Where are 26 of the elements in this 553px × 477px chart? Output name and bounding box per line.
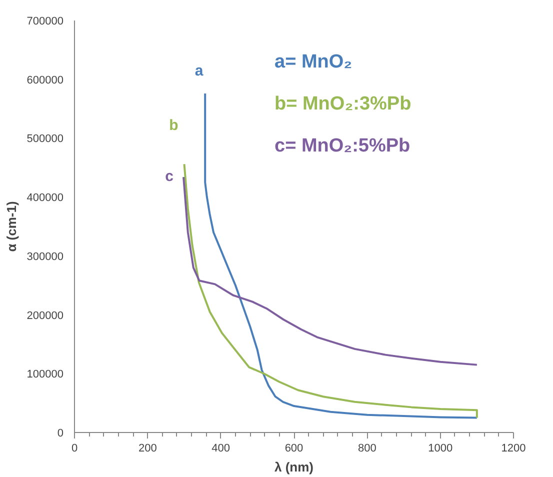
y-tick-label: 300000	[26, 250, 64, 263]
text: b	[169, 117, 178, 134]
x-tick-label: 0	[71, 442, 78, 454]
x-tick-label: 600	[284, 442, 304, 454]
annotation: a= MnO₂	[274, 52, 352, 72]
series-label: a	[194, 62, 204, 80]
y-tick-label: 500000	[26, 133, 64, 146]
x-tick-label: 200	[138, 442, 157, 454]
annotation: c= MnO₂:5%Pb	[274, 136, 410, 156]
x-tick-label: 1000	[428, 442, 453, 454]
x-tick-label: 800	[358, 442, 376, 454]
line-series	[182, 176, 478, 366]
series-label: c	[165, 168, 174, 186]
x-tick-label: 400	[212, 442, 230, 454]
y-tick-label: 600000	[26, 74, 64, 86]
y-tick-label: 200000	[26, 310, 64, 322]
y-tick-label: 100000	[26, 368, 64, 381]
y-axis-title: α (cm-1)	[4, 201, 19, 252]
y-tick-label: 0	[57, 428, 64, 440]
x-axis-title: λ (nm)	[274, 460, 314, 474]
y-tick-label: 700000	[26, 16, 64, 28]
x-tick-label: 1200	[501, 442, 526, 454]
line-series	[183, 163, 478, 419]
annotation: b= MnO₂:3%Pb	[274, 94, 412, 114]
y-tick-label: 400000	[26, 192, 64, 204]
line-series	[204, 92, 478, 419]
